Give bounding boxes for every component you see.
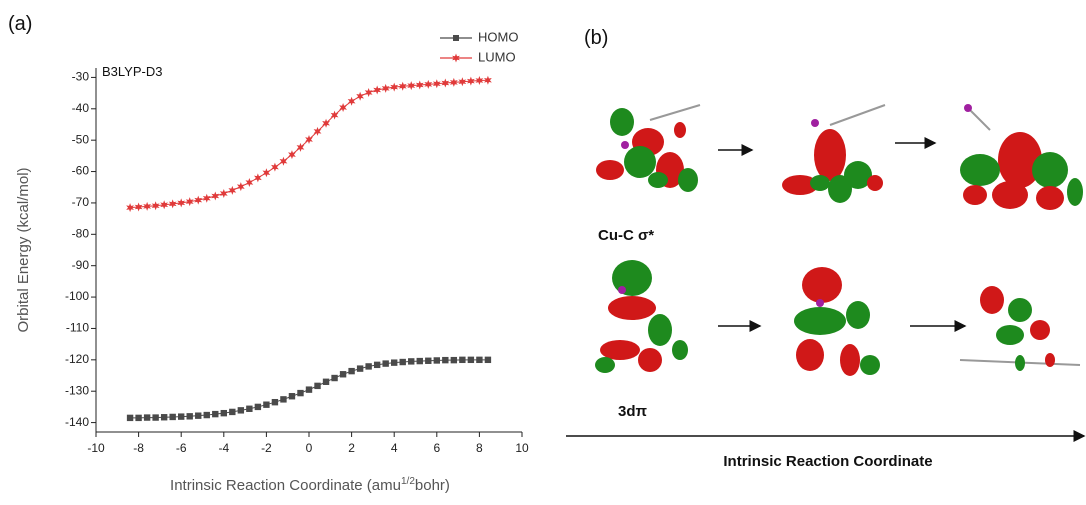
x-tick-label: -6 [176, 441, 187, 455]
square-marker [331, 375, 337, 381]
star-marker [288, 150, 296, 159]
square-marker [365, 363, 371, 369]
square-marker [178, 413, 184, 419]
square-marker [374, 362, 380, 368]
square-marker [451, 357, 457, 363]
page: {"chart_data": {"type": "scatter-line", … [0, 0, 1086, 505]
star-marker [339, 103, 347, 112]
square-marker [161, 414, 167, 420]
legend-marker [453, 35, 459, 41]
figure: (a) B3LYP-D3 Orbital Energy (kcal/mol) I… [0, 0, 1086, 500]
y-tick-label: -140 [65, 415, 89, 429]
star-marker [211, 192, 219, 201]
x-tick-label: 6 [433, 441, 440, 455]
x-tick-label: 4 [391, 441, 398, 455]
star-marker [237, 182, 245, 191]
y-tick-label: -120 [65, 352, 89, 366]
square-marker [476, 357, 482, 363]
square-marker [280, 396, 286, 402]
y-tick-label: -40 [72, 101, 90, 115]
y-tick-label: -60 [72, 164, 90, 178]
star-marker [220, 189, 228, 198]
square-marker [340, 371, 346, 377]
square-marker [127, 415, 133, 421]
star-marker [203, 194, 211, 203]
axis-label: Intrinsic Reaction Coordinate [723, 453, 932, 470]
y-tick-label: -30 [72, 70, 90, 84]
square-marker [306, 386, 312, 392]
star-marker [228, 186, 236, 195]
square-marker [229, 409, 235, 415]
star-marker [263, 168, 271, 177]
x-tick-label: -2 [261, 441, 272, 455]
x-tick-label: 10 [515, 441, 529, 455]
square-marker [289, 393, 295, 399]
row-label: Cu-C σ* [598, 227, 654, 244]
square-marker [391, 359, 397, 365]
y-tick-label: -90 [72, 258, 90, 272]
square-marker [195, 412, 201, 418]
x-tick-label: 2 [348, 441, 355, 455]
y-tick-label: -110 [66, 321, 89, 335]
x-tick-label: 0 [306, 441, 313, 455]
square-marker [238, 407, 244, 413]
square-marker [187, 413, 193, 419]
annotation: B3LYP-D3 [102, 64, 162, 79]
x-label-part: Intrinsic Reaction Coordinate (amu [170, 477, 401, 494]
square-marker [272, 399, 278, 405]
x-label-part: bohr) [415, 477, 450, 494]
square-marker [442, 357, 448, 363]
square-marker [348, 368, 354, 374]
y-tick-label: -130 [65, 383, 89, 397]
square-marker [255, 404, 261, 410]
square-marker [169, 414, 175, 420]
star-marker [365, 88, 373, 97]
panel-label: (b) [584, 27, 608, 49]
panel-label: (a) [8, 13, 32, 35]
x-axis-label: Intrinsic Reaction Coordinate (amu1/2boh… [170, 476, 450, 494]
square-marker [246, 406, 252, 412]
square-marker [314, 383, 320, 389]
x-tick-label: -10 [87, 441, 105, 455]
square-marker [382, 360, 388, 366]
square-marker [221, 410, 227, 416]
plot: -30-40-50-60-70-80-90-100-110-120-130-14… [65, 29, 529, 455]
square-marker [434, 357, 440, 363]
x-tick-label: -8 [133, 441, 144, 455]
orbital-images [566, 104, 1084, 436]
square-marker [459, 357, 465, 363]
x-tick-label: -4 [218, 441, 229, 455]
legend-label: HOMO [478, 29, 518, 44]
square-marker [468, 357, 474, 363]
square-marker [204, 412, 210, 418]
star-marker [348, 97, 356, 106]
star-marker [356, 92, 364, 101]
row-label: 3dπ [618, 403, 648, 420]
y-tick-label: -70 [72, 195, 90, 209]
square-marker [400, 359, 406, 365]
x-tick-label: 8 [476, 441, 483, 455]
star-marker [254, 173, 262, 182]
square-marker [323, 379, 329, 385]
x-label-sup: 1/2 [401, 476, 415, 487]
y-tick-label: -80 [72, 226, 90, 240]
star-marker [280, 157, 288, 166]
y-tick-label: -100 [65, 289, 89, 303]
square-marker [357, 365, 363, 371]
y-axis-label: Orbital Energy (kcal/mol) [15, 167, 32, 332]
square-marker [485, 357, 491, 363]
square-marker [152, 414, 158, 420]
square-marker [417, 358, 423, 364]
square-marker [297, 390, 303, 396]
square-marker [263, 402, 269, 408]
square-marker [135, 415, 141, 421]
square-marker [408, 358, 414, 364]
legend-label: LUMO [478, 49, 516, 64]
square-marker [212, 411, 218, 417]
square-marker [425, 358, 431, 364]
star-marker [245, 178, 253, 187]
y-tick-label: -50 [72, 132, 90, 146]
square-marker [144, 414, 150, 420]
star-marker [271, 163, 279, 172]
